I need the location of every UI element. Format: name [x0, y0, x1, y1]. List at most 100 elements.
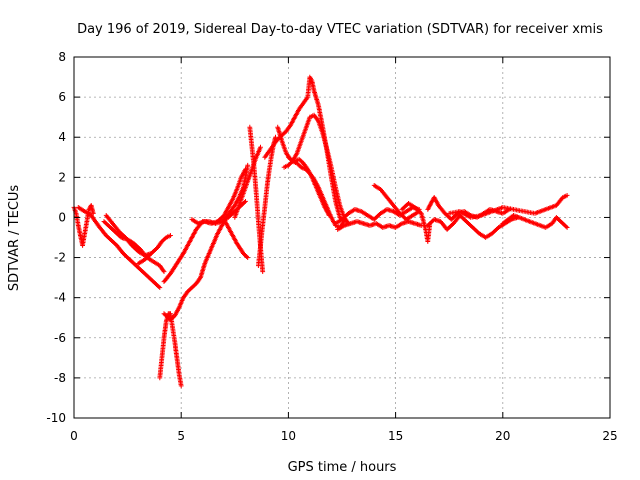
data-point-segment	[247, 124, 255, 149]
data-point-segment	[532, 221, 547, 230]
data-point-segment	[403, 205, 414, 214]
data-track	[71, 203, 96, 248]
data-point-segment	[172, 306, 181, 319]
y-tick-label: -8	[54, 371, 66, 385]
data-track	[157, 311, 184, 389]
data-point-segment	[150, 259, 161, 268]
data-point-segment	[262, 150, 271, 160]
data-point-segment	[140, 269, 151, 279]
data-point-segment	[153, 281, 163, 290]
data-point-segment	[157, 357, 165, 381]
data-point-segment	[161, 272, 172, 284]
data-point-segment	[288, 116, 297, 128]
data-track	[135, 233, 173, 266]
x-tick-label: 5	[177, 429, 185, 443]
data-point-segment	[511, 213, 526, 222]
data-point-segment	[168, 262, 179, 276]
data-point-segment	[215, 224, 224, 236]
data-point-segment	[393, 221, 404, 230]
data-point-segment	[320, 195, 329, 209]
data-point-segment	[464, 219, 475, 229]
data-point-segment	[290, 158, 298, 165]
data-point-segment	[75, 223, 83, 237]
data-point-segment	[258, 224, 265, 248]
data-point-segment	[275, 124, 284, 143]
data-track	[399, 201, 433, 244]
y-tick-label: -10	[46, 411, 66, 425]
data-point-segment	[232, 196, 241, 208]
data-point-segment	[266, 144, 275, 154]
data-point-segment	[249, 144, 257, 169]
data-point-segment	[324, 146, 334, 169]
data-point-segment	[159, 336, 167, 361]
data-track	[103, 213, 154, 258]
data-point-segment	[500, 205, 515, 212]
data-point-segment	[198, 262, 207, 280]
data-point-segment	[412, 221, 424, 228]
data-point-segment	[335, 223, 346, 232]
data-point-segment	[511, 207, 526, 214]
data-point-segment	[346, 207, 356, 216]
data-point-segment	[543, 221, 554, 230]
data-point-segment	[311, 176, 321, 189]
data-point-segment	[193, 276, 202, 286]
data-point-segment	[298, 164, 307, 171]
data-point-segment	[333, 217, 344, 226]
data-point-segment	[253, 191, 261, 223]
data-track	[446, 193, 570, 220]
y-tick-label: 4	[58, 130, 66, 144]
data-point-segment	[157, 263, 167, 274]
x-tick-label: 25	[602, 429, 617, 443]
data-point-segment	[148, 246, 159, 256]
data-point-segment	[303, 116, 312, 132]
data-point-segment	[176, 371, 184, 389]
data-point-segment	[339, 212, 350, 222]
data-point-segment	[114, 231, 123, 239]
data-point-segment	[110, 239, 119, 247]
data-point-segment	[103, 233, 114, 243]
data-track	[500, 213, 570, 230]
data-point-segment	[241, 251, 251, 260]
data-point-segment	[470, 225, 481, 235]
data-point-segment	[142, 252, 153, 262]
data-point-segment	[82, 220, 89, 236]
data-point-segment	[333, 185, 342, 207]
data-point-segment	[328, 164, 338, 189]
data-point-segment	[266, 156, 274, 174]
data-track	[75, 205, 163, 290]
data-point-segment	[236, 192, 246, 208]
y-tick-label: -2	[54, 251, 66, 265]
data-point-segment	[307, 170, 316, 181]
data-track	[221, 217, 251, 260]
data-point-segment	[320, 130, 329, 151]
data-point-segment	[554, 196, 565, 208]
data-point-segment	[82, 209, 93, 217]
data-point-segment	[391, 203, 402, 215]
data-point-segment	[378, 207, 389, 216]
data-point-segment	[238, 166, 248, 180]
data-point-segment	[371, 183, 382, 191]
data-point-segment	[135, 258, 146, 266]
data-point-segment	[286, 154, 294, 163]
data-point-segment	[283, 124, 293, 134]
data-point-segment	[202, 252, 211, 266]
data-point-segment	[105, 223, 114, 231]
data-point-segment	[211, 232, 220, 246]
x-tick-label: 20	[495, 429, 510, 443]
data-point-segment	[75, 205, 86, 213]
x-axis-label: GPS time / hours	[288, 460, 397, 475]
data-point-segment	[307, 113, 316, 120]
data-point-segment	[135, 249, 146, 258]
data-point-segment	[185, 286, 194, 295]
data-track	[281, 112, 351, 226]
data-point-segment	[253, 144, 263, 160]
data-point-segment	[418, 211, 428, 231]
data-point-segment	[373, 221, 384, 230]
data-point-segment	[226, 210, 237, 220]
data-point-segment	[161, 320, 169, 341]
data-point-segment	[311, 112, 320, 123]
data-point-segment	[176, 296, 186, 311]
data-point-segment	[264, 170, 272, 190]
y-tick-label: -4	[54, 291, 66, 305]
data-point-segment	[294, 140, 304, 156]
